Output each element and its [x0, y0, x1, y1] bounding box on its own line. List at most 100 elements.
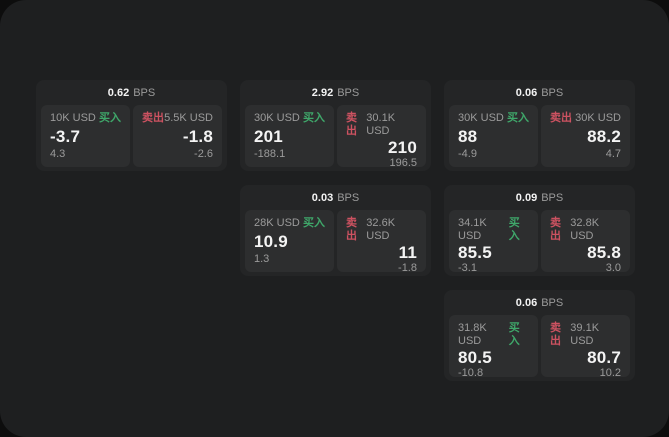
- buy-price: 80.5: [458, 348, 492, 367]
- buy-panel-top: 30K USD 买入: [458, 112, 529, 125]
- sell-panel[interactable]: 卖出 30K USD 88.2 4.7: [541, 105, 630, 167]
- sell-panel[interactable]: 卖出 30.1K USD 210 196.5: [337, 105, 426, 169]
- bps-value: 2.92: [311, 86, 334, 99]
- buy-button[interactable]: 买入: [99, 112, 121, 124]
- quote-card: 2.92 BPS 30K USD 买入 201 -188.1 卖出 30.1K …: [240, 80, 431, 171]
- sell-amount: 39.1K USD: [570, 322, 600, 347]
- quote-panels: 28K USD 买入 10.9 1.3 卖出 32.6K USD 11 -1.8: [245, 210, 426, 274]
- sell-delta: 10.2: [599, 367, 621, 379]
- buy-amount: 10K USD: [50, 112, 96, 124]
- sell-button[interactable]: 卖出: [346, 217, 357, 242]
- sell-button[interactable]: 卖出: [346, 112, 357, 137]
- bps-value: 0.09: [515, 191, 538, 204]
- sell-panel[interactable]: 卖出 32.6K USD 11 -1.8: [337, 210, 426, 274]
- buy-panel-top: 34.1K USD 买入: [458, 217, 529, 243]
- bps-value: 0.06: [515, 296, 538, 309]
- buy-amount: 31.8K USD: [458, 322, 487, 347]
- sell-delta: -2.6: [194, 148, 213, 160]
- sell-panel-top: 卖出 32.8K USD: [550, 217, 621, 243]
- card-header: 0.62 BPS: [36, 80, 227, 105]
- quote-card: 0.09 BPS 34.1K USD 买入 85.5 -3.1 卖出 32.8K…: [444, 185, 635, 276]
- sell-button[interactable]: 卖出: [142, 112, 164, 124]
- card-header: 0.03 BPS: [240, 185, 431, 210]
- buy-panel-top: 10K USD 买入: [50, 112, 121, 125]
- sell-panel-top: 卖出 39.1K USD: [550, 322, 621, 348]
- card-header: 0.09 BPS: [444, 185, 635, 210]
- sell-button[interactable]: 卖出: [550, 217, 561, 242]
- bps-value: 0.06: [515, 86, 538, 99]
- buy-button[interactable]: 买入: [508, 322, 520, 347]
- bps-unit-label: BPS: [337, 86, 360, 99]
- buy-amount: 34.1K USD: [458, 217, 487, 242]
- buy-panel-top: 30K USD 买入: [254, 112, 325, 125]
- card-header: 0.06 BPS: [444, 80, 635, 105]
- bps-unit-label: BPS: [541, 86, 564, 99]
- sell-amount: 30K USD: [575, 112, 621, 124]
- buy-panel-top: 28K USD 买入: [254, 217, 325, 230]
- sell-delta: -1.8: [398, 262, 417, 274]
- sell-price: 80.7: [587, 348, 621, 367]
- buy-delta: -3.1: [458, 262, 477, 274]
- sell-panel-top: 卖出 5.5K USD: [142, 112, 213, 125]
- buy-price: 10.9: [254, 232, 288, 251]
- buy-amount: 30K USD: [458, 112, 504, 124]
- sell-button[interactable]: 卖出: [550, 112, 572, 124]
- buy-button[interactable]: 买入: [507, 112, 529, 124]
- buy-delta: -10.8: [458, 367, 484, 379]
- sell-panel-top: 卖出 30K USD: [550, 112, 621, 125]
- sell-amount: 5.5K USD: [164, 112, 213, 124]
- sell-price: 210: [388, 138, 417, 157]
- bps-unit-label: BPS: [133, 86, 156, 99]
- buy-button[interactable]: 买入: [303, 217, 325, 229]
- bps-unit-label: BPS: [337, 191, 360, 204]
- buy-delta: -4.9: [458, 148, 477, 160]
- quote-card: 0.06 BPS 31.8K USD 买入 80.5 -10.8 卖出 39.1…: [444, 290, 635, 381]
- buy-panel[interactable]: 30K USD 买入 88 -4.9: [449, 105, 538, 167]
- sell-panel-top: 卖出 30.1K USD: [346, 112, 417, 138]
- buy-button[interactable]: 买入: [303, 112, 325, 124]
- quote-panels: 30K USD 买入 88 -4.9 卖出 30K USD 88.2 4.7: [449, 105, 630, 167]
- buy-amount: 28K USD: [254, 217, 300, 229]
- buy-delta: 4.3: [50, 148, 66, 160]
- bps-value: 0.03: [311, 191, 334, 204]
- sell-price: 88.2: [587, 127, 621, 146]
- quote-panels: 30K USD 买入 201 -188.1 卖出 30.1K USD 210 1…: [245, 105, 426, 169]
- buy-delta: 1.3: [254, 253, 270, 265]
- buy-button[interactable]: 买入: [508, 217, 520, 242]
- sell-delta: 3.0: [605, 262, 621, 274]
- buy-panel[interactable]: 30K USD 买入 201 -188.1: [245, 105, 334, 167]
- sell-price: -1.8: [182, 127, 213, 146]
- sell-delta: 4.7: [605, 148, 621, 160]
- buy-panel[interactable]: 10K USD 买入 -3.7 4.3: [41, 105, 130, 167]
- buy-panel[interactable]: 28K USD 买入 10.9 1.3: [245, 210, 334, 272]
- buy-price: -3.7: [50, 127, 81, 146]
- card-header: 0.06 BPS: [444, 290, 635, 315]
- buy-amount: 30K USD: [254, 112, 300, 124]
- quote-panels: 34.1K USD 买入 85.5 -3.1 卖出 32.8K USD 85.8…: [449, 210, 630, 274]
- buy-panel[interactable]: 34.1K USD 买入 85.5 -3.1: [449, 210, 538, 274]
- buy-price: 88: [458, 127, 478, 146]
- bps-unit-label: BPS: [541, 191, 564, 204]
- buy-delta: -188.1: [254, 148, 286, 160]
- buy-panel-top: 31.8K USD 买入: [458, 322, 529, 348]
- sell-delta: 196.5: [389, 157, 417, 169]
- quote-card: 0.03 BPS 28K USD 买入 10.9 1.3 卖出 32.6K US…: [240, 185, 431, 276]
- sell-panel[interactable]: 卖出 39.1K USD 80.7 10.2: [541, 315, 630, 379]
- sell-amount: 32.6K USD: [366, 217, 396, 242]
- sell-button[interactable]: 卖出: [550, 322, 561, 347]
- sell-amount: 32.8K USD: [570, 217, 600, 242]
- sell-price: 85.8: [587, 243, 621, 262]
- bps-unit-label: BPS: [541, 296, 564, 309]
- buy-panel[interactable]: 31.8K USD 买入 80.5 -10.8: [449, 315, 538, 379]
- buy-price: 201: [254, 127, 283, 146]
- card-header: 2.92 BPS: [240, 80, 431, 105]
- sell-price: 11: [398, 243, 417, 262]
- sell-panel-top: 卖出 32.6K USD: [346, 217, 417, 243]
- quote-panels: 31.8K USD 买入 80.5 -10.8 卖出 39.1K USD 80.…: [449, 315, 630, 379]
- sell-amount: 30.1K USD: [366, 112, 396, 137]
- sell-panel[interactable]: 卖出 32.8K USD 85.8 3.0: [541, 210, 630, 274]
- bps-value: 0.62: [107, 86, 130, 99]
- sell-panel[interactable]: 卖出 5.5K USD -1.8 -2.6: [133, 105, 222, 167]
- quote-panels: 10K USD 买入 -3.7 4.3 卖出 5.5K USD -1.8 -2.…: [41, 105, 222, 167]
